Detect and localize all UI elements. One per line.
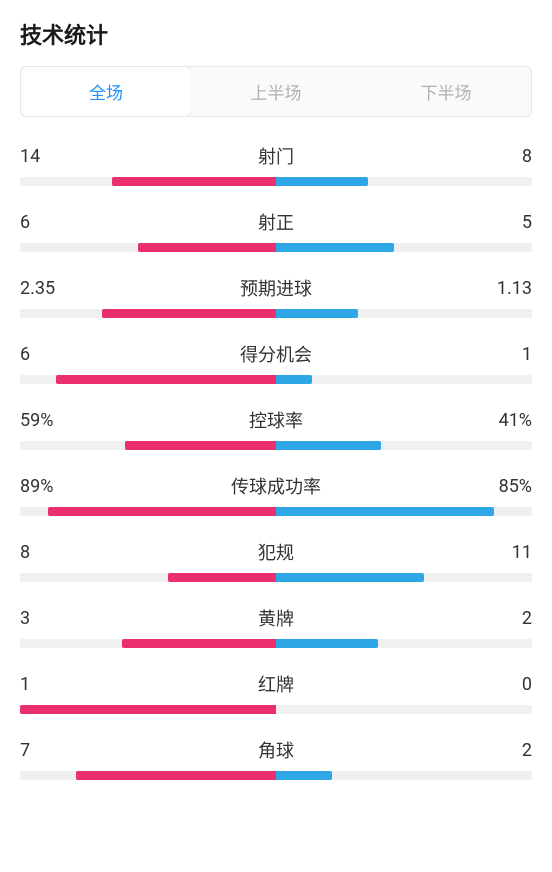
- stat-bar-left: [20, 705, 276, 714]
- stat-name: 射门: [60, 143, 492, 169]
- stat-left-value: 14: [20, 146, 60, 167]
- stat-bar-right: [276, 375, 312, 384]
- stat-row: 14射门8: [20, 143, 532, 186]
- stat-bar-track: [20, 243, 532, 252]
- stat-right-value: 2: [492, 608, 532, 629]
- stat-bar-left: [122, 639, 276, 648]
- stat-right-value: 5: [492, 212, 532, 233]
- stat-name: 角球: [60, 737, 492, 763]
- stat-bar-right: [276, 507, 494, 516]
- stat-bar-left: [56, 375, 276, 384]
- stat-labels: 89%传球成功率85%: [20, 473, 532, 499]
- stat-row: 59%控球率41%: [20, 407, 532, 450]
- stat-left-value: 8: [20, 542, 60, 563]
- stat-right-value: 1.13: [492, 278, 532, 299]
- stat-bar-track: [20, 639, 532, 648]
- stat-bar-track: [20, 573, 532, 582]
- stat-left-value: 1: [20, 674, 60, 695]
- stat-name: 射正: [60, 209, 492, 235]
- panel-title: 技术统计: [20, 18, 532, 50]
- stat-row: 2.35预期进球1.13: [20, 275, 532, 318]
- stats-list: 14射门86射正52.35预期进球1.136得分机会159%控球率41%89%传…: [20, 143, 532, 780]
- tab-0[interactable]: 全场: [21, 67, 191, 116]
- stat-name: 得分机会: [60, 341, 492, 367]
- stat-bar-track: [20, 309, 532, 318]
- period-tabs: 全场上半场下半场: [20, 66, 532, 117]
- tab-1[interactable]: 上半场: [191, 67, 361, 116]
- stat-name: 犯规: [60, 539, 492, 565]
- stat-bar-right: [276, 309, 358, 318]
- stat-labels: 7角球2: [20, 737, 532, 763]
- stat-right-value: 1: [492, 344, 532, 365]
- stat-right-value: 41%: [492, 410, 532, 431]
- stat-bar-right: [276, 573, 424, 582]
- stat-bar-track: [20, 507, 532, 516]
- stats-panel: 技术统计 全场上半场下半场 14射门86射正52.35预期进球1.136得分机会…: [0, 0, 552, 823]
- stat-name: 控球率: [60, 407, 492, 433]
- stat-row: 8犯规11: [20, 539, 532, 582]
- stat-right-value: 2: [492, 740, 532, 761]
- stat-row: 3黄牌2: [20, 605, 532, 648]
- stat-labels: 8犯规11: [20, 539, 532, 565]
- stat-bar-left: [102, 309, 276, 318]
- stat-bar-left: [112, 177, 276, 186]
- stat-bar-right: [276, 639, 378, 648]
- stat-bar-left: [168, 573, 276, 582]
- stat-left-value: 89%: [20, 476, 60, 497]
- stat-row: 89%传球成功率85%: [20, 473, 532, 516]
- tab-2[interactable]: 下半场: [361, 67, 531, 116]
- stat-row: 7角球2: [20, 737, 532, 780]
- stat-name: 红牌: [60, 671, 492, 697]
- stat-right-value: 85%: [492, 476, 532, 497]
- stat-left-value: 6: [20, 212, 60, 233]
- stat-bar-track: [20, 441, 532, 450]
- stat-labels: 1红牌0: [20, 671, 532, 697]
- stat-row: 6得分机会1: [20, 341, 532, 384]
- stat-bar-right: [276, 177, 368, 186]
- stat-bar-right: [276, 243, 394, 252]
- stat-left-value: 59%: [20, 410, 60, 431]
- stat-labels: 59%控球率41%: [20, 407, 532, 433]
- stat-right-value: 0: [492, 674, 532, 695]
- stat-labels: 6射正5: [20, 209, 532, 235]
- stat-labels: 14射门8: [20, 143, 532, 169]
- stat-bar-left: [125, 441, 276, 450]
- stat-bar-track: [20, 375, 532, 384]
- stat-labels: 2.35预期进球1.13: [20, 275, 532, 301]
- stat-name: 传球成功率: [60, 473, 492, 499]
- stat-left-value: 6: [20, 344, 60, 365]
- stat-left-value: 7: [20, 740, 60, 761]
- stat-right-value: 8: [492, 146, 532, 167]
- stat-bar-left: [48, 507, 276, 516]
- stat-bar-right: [276, 771, 332, 780]
- stat-left-value: 3: [20, 608, 60, 629]
- stat-bar-left: [138, 243, 276, 252]
- stat-bar-track: [20, 771, 532, 780]
- stat-left-value: 2.35: [20, 278, 60, 299]
- stat-labels: 6得分机会1: [20, 341, 532, 367]
- stat-bar-right: [276, 441, 381, 450]
- stat-name: 预期进球: [60, 275, 492, 301]
- stat-bar-track: [20, 705, 532, 714]
- stat-bar-track: [20, 177, 532, 186]
- stat-name: 黄牌: [60, 605, 492, 631]
- stat-row: 1红牌0: [20, 671, 532, 714]
- stat-row: 6射正5: [20, 209, 532, 252]
- stat-labels: 3黄牌2: [20, 605, 532, 631]
- stat-bar-left: [76, 771, 276, 780]
- stat-right-value: 11: [492, 542, 532, 563]
